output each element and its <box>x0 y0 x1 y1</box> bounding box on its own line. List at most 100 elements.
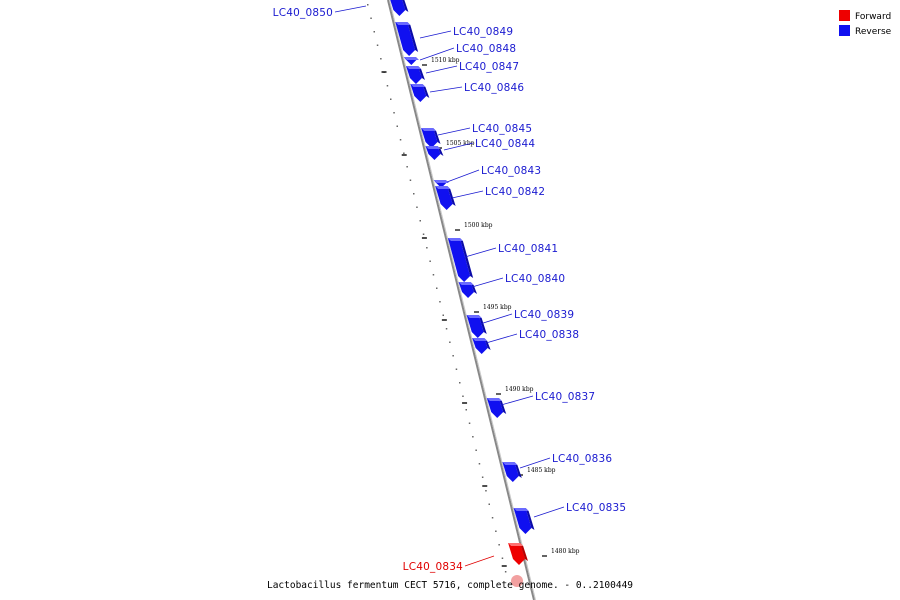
gene-labels: LC40_0850 LC40_0849 LC40_0848 LC40_0847 LC40… <box>273 5 626 573</box>
gene-block-side <box>422 84 430 98</box>
gene-block-side <box>514 462 522 478</box>
gene-feature <box>513 508 535 534</box>
scale-dot <box>462 395 464 397</box>
gene-block-top <box>421 128 437 131</box>
scale-dot <box>442 314 444 316</box>
gene-block-top <box>466 315 482 318</box>
gene-block-top <box>508 543 524 546</box>
gene-block-side <box>418 66 425 80</box>
scale-dot <box>498 544 500 546</box>
gene-feature <box>447 238 474 282</box>
gene-block-side <box>498 398 507 414</box>
gene-label: LC40_0840 <box>505 273 565 285</box>
gene-block <box>435 186 453 210</box>
gene-block-side <box>520 543 528 561</box>
gene-block-side <box>402 0 409 12</box>
scale-dot <box>419 220 421 222</box>
legend-swatch-forward <box>839 10 850 21</box>
gene-leader-line <box>419 30 452 39</box>
scale-dot <box>386 85 389 87</box>
gene-block-top <box>425 146 441 149</box>
gene-label: LC40_0835 <box>566 502 626 514</box>
gene-label: LC40_0847 <box>459 61 519 73</box>
scale-ticks: 1510 kbp 1505 kbp 1500 kbp 1495 kbp 1490 kbp… <box>381 57 580 567</box>
tick-label: 1480 kbp <box>551 548 580 555</box>
gene-label: LC40_0849 <box>453 26 513 38</box>
gene-block <box>447 238 471 282</box>
tick-label: 1510 kbp <box>431 57 460 64</box>
gene-block-side <box>525 508 535 530</box>
scale-dot <box>455 368 458 370</box>
scale-dot <box>485 490 487 492</box>
gene-block <box>502 462 519 482</box>
gene-features <box>390 0 535 587</box>
gene-block <box>410 84 427 102</box>
gene-block <box>508 543 525 565</box>
scale-dot <box>475 449 477 451</box>
gene-feature <box>410 84 430 102</box>
scale-dot <box>504 571 507 573</box>
gene-block-top <box>395 22 411 25</box>
gene-leader-line <box>443 142 474 151</box>
scale-dot <box>468 422 471 424</box>
gene-label: LC40_0838 <box>519 329 579 341</box>
scale-dot <box>429 260 431 262</box>
scale-dot <box>409 179 412 181</box>
gene-leader-line <box>429 86 463 93</box>
scale-dot <box>380 58 382 60</box>
gene-feature <box>390 0 409 16</box>
gene-block-top <box>435 186 451 189</box>
gene-label: LC40_0839 <box>514 309 574 321</box>
gene-leader-line <box>464 555 495 567</box>
scale-dot <box>481 476 484 478</box>
gene-block <box>421 128 438 148</box>
gene-label: LC40_0834 <box>403 561 463 573</box>
gene-label: LC40_0848 <box>456 43 516 55</box>
scale-dot <box>390 98 392 100</box>
gene-block-top <box>403 57 419 60</box>
gene-leader-line <box>485 333 518 344</box>
gene-feature <box>486 398 507 418</box>
gene-leader-line <box>451 190 484 199</box>
gene-leader-line <box>334 5 367 13</box>
tick-label: 1485 kbp <box>527 467 556 474</box>
scale-dot <box>478 463 481 465</box>
genome-backbone-shadow <box>389 0 536 600</box>
gene-block-top <box>433 180 449 183</box>
scale-dot <box>445 328 448 330</box>
gene-leader-line <box>479 313 513 325</box>
scale-dot <box>432 274 435 276</box>
gene-label: LC40_0841 <box>498 243 558 255</box>
scale-dot <box>472 436 474 438</box>
gene-feature <box>421 128 441 148</box>
gene-block-side <box>407 22 419 52</box>
tick-label: 1505 kbp <box>446 140 475 147</box>
gene-block-side <box>459 238 474 278</box>
gene-leader-line <box>446 169 480 183</box>
gene-block-side <box>447 186 456 206</box>
gene-leader-line <box>419 47 455 61</box>
gene-feature <box>403 57 421 65</box>
scale-dot <box>396 125 398 127</box>
scale-dot <box>436 287 438 289</box>
gene-block-top <box>458 282 474 285</box>
tick-label: 1500 kbp <box>464 222 493 229</box>
gene-label: LC40_0845 <box>472 123 532 135</box>
gene-block-top <box>447 238 463 241</box>
gene-label: LC40_0836 <box>552 453 612 465</box>
gene-label: LC40_0843 <box>481 165 541 177</box>
gene-block-top <box>513 508 529 511</box>
scale-dot <box>449 341 451 343</box>
scale-dot <box>416 206 418 208</box>
gene-label: LC40_0837 <box>535 391 595 403</box>
tick-label: 1490 kbp <box>505 386 534 393</box>
gene-block-side <box>433 128 441 144</box>
gene-block-side <box>478 315 487 334</box>
gene-block-top <box>406 66 422 69</box>
legend-swatch-reverse <box>839 25 850 36</box>
genome-caption: Lactobacillus fermentum CECT 5716, compl… <box>267 580 633 591</box>
legend: Forward Reverse <box>839 10 892 37</box>
gene-block <box>425 146 441 160</box>
scale-dot <box>452 355 454 357</box>
gene-block <box>486 398 504 418</box>
